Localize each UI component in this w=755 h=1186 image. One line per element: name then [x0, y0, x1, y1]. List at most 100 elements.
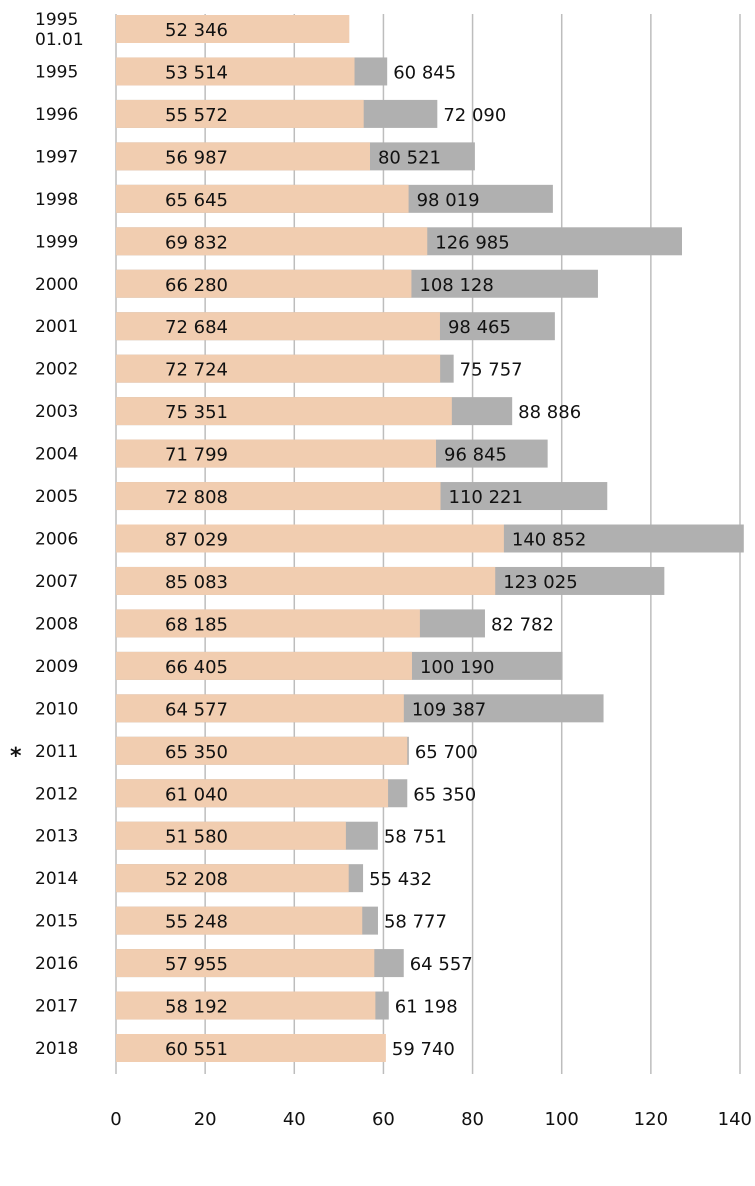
data-label-series1-17: 65 350 — [165, 742, 228, 763]
bar-series1-19 — [116, 821, 346, 850]
bar-series1-1 — [116, 57, 355, 86]
bar-series1-4 — [116, 184, 409, 213]
data-label-series2-22: 64 557 — [410, 954, 473, 975]
data-label-series1-3: 56 987 — [165, 147, 228, 168]
category-label-16: 2010 — [35, 699, 78, 719]
x-tick-label-40: 40 — [283, 1109, 306, 1130]
category-label-4: 1998 — [35, 190, 78, 210]
bar-series1-10 — [116, 439, 437, 468]
data-label-series2-4: 98 019 — [417, 190, 480, 211]
category-label-23: 2017 — [35, 997, 78, 1017]
bar-series1-11 — [116, 482, 441, 511]
data-label-series2-19: 58 751 — [384, 827, 447, 848]
x-tick-label-140: 140 — [718, 1109, 752, 1130]
category-label-20: 2014 — [35, 869, 78, 889]
bar-series1-20 — [116, 864, 349, 893]
data-label-series1-12: 87 029 — [165, 530, 228, 551]
data-label-series2-8: 75 757 — [460, 360, 523, 381]
data-label-series1-7: 72 684 — [165, 317, 228, 338]
bar-series1-24 — [116, 1034, 386, 1062]
bar-series1-18 — [116, 779, 389, 808]
bar-series1-5 — [116, 227, 428, 256]
bar-series1-12 — [116, 524, 504, 553]
bars — [116, 15, 744, 1062]
data-label-series1-4: 65 645 — [165, 190, 228, 211]
x-tick-label-100: 100 — [545, 1109, 579, 1130]
data-label-series1-0: 52 346 — [165, 20, 228, 41]
data-label-series2-2: 72 090 — [443, 105, 506, 126]
data-label-series2-23: 61 198 — [395, 997, 458, 1018]
data-label-series2-5: 126 985 — [435, 232, 509, 253]
x-tick-label-80: 80 — [461, 1109, 484, 1130]
category-label-22: 2016 — [35, 954, 78, 974]
data-label-series1-22: 57 955 — [165, 954, 228, 975]
value-labels: 52 346 53 514 60 845 55 572 72 090 56 987 80 5… — [165, 20, 586, 1060]
x-tick-label-120: 120 — [634, 1109, 668, 1130]
data-label-series1-19: 51 580 — [165, 827, 228, 848]
category-label-7: 2001 — [35, 317, 78, 337]
data-label-series1-24: 60 551 — [165, 1039, 228, 1060]
data-label-series1-15: 66 405 — [165, 657, 228, 678]
data-label-series1-2: 55 572 — [165, 105, 228, 126]
bar-series1-21 — [116, 906, 363, 935]
data-label-series1-21: 55 248 — [165, 912, 228, 933]
data-label-series1-8: 72 724 — [165, 360, 228, 381]
x-tick-label-0: 0 — [110, 1109, 121, 1130]
data-label-series2-1: 60 845 — [393, 62, 456, 83]
data-label-series2-18: 65 350 — [413, 784, 476, 805]
data-label-series2-16: 109 387 — [412, 699, 486, 720]
data-label-series1-13: 85 083 — [165, 572, 228, 593]
x-tick-label-20: 20 — [194, 1109, 217, 1130]
data-label-series2-17: 65 700 — [415, 742, 478, 763]
category-label-2: 1996 — [35, 105, 78, 125]
category-label-13: 2007 — [35, 572, 78, 592]
data-label-series2-3: 80 521 — [378, 147, 441, 168]
x-tick-labels: 0 20 40 60 80 100 120 140 — [110, 1109, 752, 1130]
data-label-series1-1: 53 514 — [165, 62, 228, 83]
data-label-series1-6: 66 280 — [165, 275, 228, 296]
data-label-series2-14: 82 782 — [491, 614, 554, 635]
category-label-1: 1995 — [35, 62, 78, 82]
category-label-17: 2011 — [35, 742, 78, 762]
category-label-19: 2013 — [35, 827, 78, 847]
data-label-series1-9: 75 351 — [165, 402, 228, 423]
category-marker-asterisk: * — [10, 744, 22, 769]
data-label-series2-10: 96 845 — [444, 445, 507, 466]
category-label-9: 2003 — [35, 402, 78, 422]
category-label-10: 2004 — [35, 445, 78, 465]
data-label-series1-20: 52 208 — [165, 869, 228, 890]
bar-series1-2 — [116, 99, 364, 128]
data-label-series2-9: 88 886 — [518, 402, 581, 423]
bar-series1-9 — [116, 397, 452, 426]
data-label-series1-11: 72 808 — [165, 487, 228, 508]
bar-series1-23 — [116, 991, 376, 1020]
bar-series1-0 — [116, 15, 350, 43]
data-label-series1-23: 58 192 — [165, 997, 228, 1018]
category-label-3: 1997 — [35, 147, 78, 167]
data-label-series2-15: 100 190 — [420, 657, 494, 678]
category-label-0: 1995 01.01 — [35, 10, 84, 50]
bar-series1-3 — [116, 142, 370, 171]
data-label-series2-24: 59 740 — [392, 1039, 455, 1060]
category-labels: 1995 01.01 1995 1996 1997 1998 1999 2000 2001 200… — [10, 10, 84, 1059]
data-label-series1-10: 71 799 — [165, 445, 228, 466]
data-label-series2-11: 110 221 — [449, 487, 523, 508]
bar-series1-15 — [116, 651, 412, 680]
category-label-11: 2005 — [35, 487, 78, 507]
category-label-12: 2006 — [35, 530, 78, 550]
data-label-series2-6: 108 128 — [419, 275, 493, 296]
data-label-series1-16: 64 577 — [165, 699, 228, 720]
bar-series1-6 — [116, 269, 412, 298]
bar-series1-22 — [116, 949, 375, 978]
bar-series1-14 — [116, 609, 420, 638]
data-label-series1-18: 61 040 — [165, 784, 228, 805]
category-label-18: 2012 — [35, 784, 78, 804]
data-label-series2-20: 55 432 — [369, 869, 432, 890]
data-label-series2-13: 123 025 — [503, 572, 577, 593]
bar-series1-7 — [116, 312, 440, 341]
data-label-series2-21: 58 777 — [384, 912, 447, 933]
data-label-series2-12: 140 852 — [512, 530, 586, 551]
category-label-14: 2008 — [35, 614, 78, 634]
data-label-series2-7: 98 465 — [448, 317, 511, 338]
